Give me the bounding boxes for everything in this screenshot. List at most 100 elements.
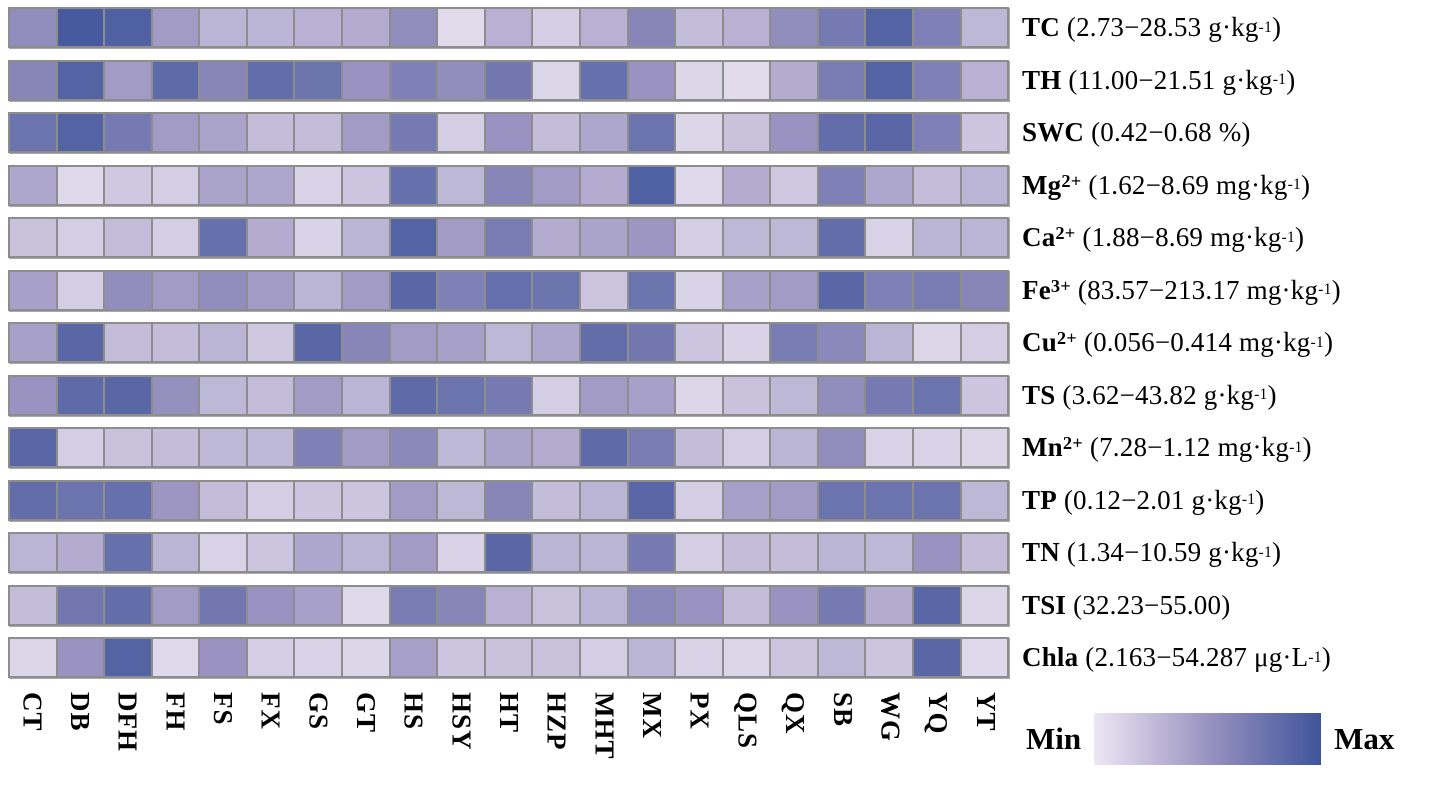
cell-GS-Mn [295,429,344,466]
cell-CT-TSI [10,586,58,624]
cell-HSY-Ca [438,219,486,256]
cell-SB-SWC [818,114,867,151]
row-label-fe: Fe3+ (83.57−213.17 mg·kg -1) [1022,274,1341,305]
cell-FS-Ca [200,219,248,256]
cell-GS-TN [295,534,344,571]
heatmap-row-fe [8,269,1009,311]
cell-GS-TSI [295,586,344,624]
column-label-YT: YT [961,692,1009,787]
cell-DB-TS [57,376,106,414]
cell-WG-Ca [866,219,914,256]
cell-YQ-Ca [913,219,962,256]
cell-FX-TS [247,376,296,414]
cell-GT-Fe [343,271,391,309]
cell-MHT-Cu [580,324,629,361]
heatmap-row-chla [8,637,1009,678]
column-label-text: SB [827,692,858,728]
cell-HS-Chla [390,639,439,676]
cell-PX-TN [676,534,724,571]
color-legend: Min Max [1026,706,1431,772]
cell-CT-TC [10,9,58,46]
cell-QX-Ca [771,219,819,256]
cell-FH-Cu [152,324,201,361]
cell-MHT-Chla [580,639,629,676]
cell-DB-TH [57,61,106,99]
cell-DB-Ca [57,219,106,256]
cell-HT-Fe [485,271,534,309]
cell-MX-TSI [628,586,677,624]
cell-WG-TS [866,376,914,414]
cell-PX-TS [676,376,724,414]
column-label-text: FS [208,692,239,726]
column-label-text: QX [780,692,811,735]
cell-HS-Ca [390,219,439,256]
cell-DB-TC [57,9,106,46]
cell-PX-Chla [676,639,724,676]
cell-MX-SWC [628,114,677,151]
cell-CT-TS [10,376,58,414]
cell-YQ-Chla [913,639,962,676]
column-label-MX: MX [628,692,676,787]
cell-GS-Mg [295,166,344,204]
cell-HSY-TN [438,534,486,571]
cell-FH-Mg [152,166,201,204]
cell-DB-Mn [57,429,106,466]
cell-FS-TN [200,534,248,571]
cell-MHT-TC [580,9,629,46]
cell-FH-Ca [152,219,201,256]
column-label-HZP: HZP [532,692,580,787]
cell-HT-SWC [485,114,534,151]
column-label-CT: CT [8,692,56,787]
cell-YQ-TN [913,534,962,571]
cell-MHT-TN [580,534,629,571]
cell-HZP-Mn [533,429,581,466]
cell-YT-TH [961,61,1008,99]
column-labels: CT DB DFH FH FS FX GS GT HS HSY HT HZP MHT MX PX QLS QX S… [8,692,1009,787]
cell-YT-Chla [961,639,1008,676]
cell-QLS-TH [723,61,772,99]
cell-HT-TN [485,534,534,571]
column-label-text: GS [303,692,334,731]
column-label-text: MX [637,692,668,739]
cell-HT-TH [485,61,534,99]
heatmap-row-tc [8,7,1009,48]
row-label-th: TH (11.00−21.51 g·kg -1) [1022,64,1296,95]
cell-GT-Mn [343,429,391,466]
cell-FX-Mn [247,429,296,466]
cell-MX-Mn [628,429,677,466]
cell-YT-Mn [961,429,1008,466]
cell-MHT-Fe [580,271,629,309]
column-label-DFH: DFH [103,692,151,787]
column-label-text: HZP [541,692,572,751]
cell-FX-Mg [247,166,296,204]
row-label-ca: Ca2+ (1.88−8.69 mg·kg -1) [1022,222,1305,252]
heatmap-row-tp [8,479,1009,521]
cell-SB-TS [818,376,867,414]
cell-QX-TH [771,61,819,99]
cell-CT-Mn [10,429,58,466]
cell-QLS-TSI [723,586,772,624]
cell-QLS-Mg [723,166,772,204]
cell-HSY-Fe [438,271,486,309]
cell-GS-TS [295,376,344,414]
cell-DFH-Ca [105,219,153,256]
cell-YQ-Cu [913,324,962,361]
cell-MHT-SWC [580,114,629,151]
heatmap-row-mn [8,427,1009,468]
cell-HZP-TC [533,9,581,46]
cell-HT-Mn [485,429,534,466]
cell-FH-TP [152,481,201,519]
cell-HZP-Ca [533,219,581,256]
row-label-chla: Chla (2.163−54.287 μg·L -1) [1022,642,1331,672]
cell-HZP-Chla [533,639,581,676]
cell-YQ-TS [913,376,962,414]
cell-FH-Mn [152,429,201,466]
cell-YT-Mg [961,166,1008,204]
cell-WG-Fe [866,271,914,309]
cell-FS-TP [200,481,248,519]
column-label-QX: QX [771,692,819,787]
cell-PX-TP [676,481,724,519]
cell-DB-TN [57,534,106,571]
cell-YQ-Mg [913,166,962,204]
